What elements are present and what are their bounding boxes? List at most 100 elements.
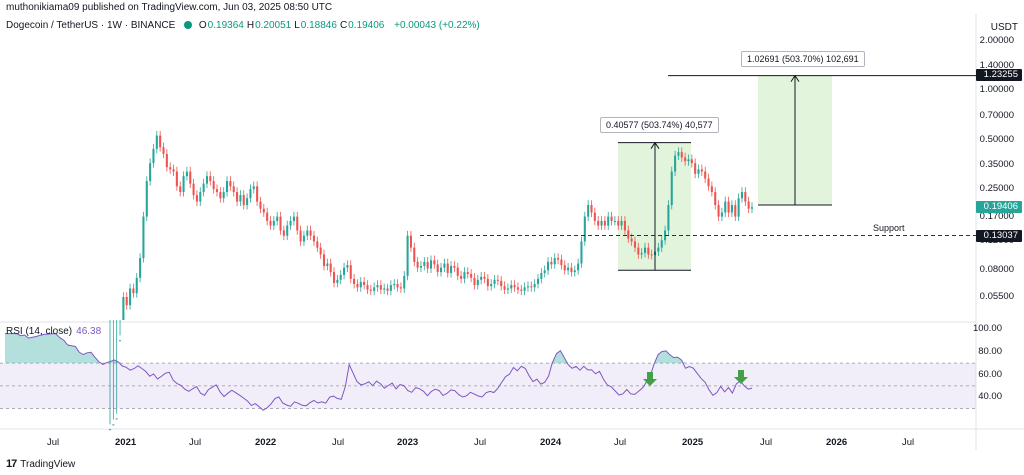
- candle-body: [560, 259, 563, 266]
- candle-body: [536, 278, 540, 285]
- candle-body: [219, 192, 222, 199]
- down-arrow-icon: [734, 370, 748, 384]
- candle-body: [597, 220, 600, 226]
- time-tick: Jul: [474, 437, 487, 448]
- symbol-legend[interactable]: Dogecoin / TetherUS · 1W · BINANCE O0.19…: [6, 20, 484, 31]
- candle-body: [155, 135, 158, 149]
- ohlc-value: 0.18846: [300, 20, 337, 31]
- symbol-title[interactable]: Dogecoin / TetherUS · 1W · BINANCE: [6, 20, 176, 31]
- candle-body: [363, 281, 366, 286]
- candle-body: [149, 163, 152, 182]
- candle-body: [697, 169, 700, 174]
- candle-body: [286, 225, 289, 236]
- measure-label-2[interactable]: 1.02691 (503.70%) 102,691: [741, 51, 865, 67]
- candle-body: [443, 263, 446, 268]
- candle-body: [416, 261, 419, 268]
- candle-body: [516, 287, 519, 290]
- time-tick: Jul: [332, 437, 345, 448]
- candle-body: [409, 235, 412, 248]
- candle-body: [540, 273, 543, 279]
- candle-body: [389, 285, 392, 291]
- candle-body: [463, 272, 466, 279]
- time-tick: Jul: [47, 437, 60, 448]
- candle-body: [439, 267, 443, 273]
- candle-body: [373, 287, 376, 291]
- candle-body: [727, 201, 730, 213]
- candle-body: [426, 261, 429, 269]
- candle-body: [747, 201, 750, 209]
- candle-body: [513, 285, 516, 288]
- price-label: 0.19406: [976, 201, 1022, 214]
- candle-body: [353, 278, 356, 285]
- candle-body: [115, 418, 118, 420]
- measure-label-1[interactable]: 0.40577 (503.74%) 40,577: [600, 117, 719, 133]
- currency-label[interactable]: USDT: [990, 22, 1018, 33]
- price-tick: 1.00000: [979, 84, 1014, 96]
- candle-body: [165, 153, 168, 168]
- candle-body: [369, 289, 372, 291]
- candle-body: [396, 284, 399, 288]
- support-label[interactable]: Support: [873, 223, 905, 233]
- candle-body: [593, 212, 596, 221]
- price-tick: 1.40000: [979, 60, 1014, 72]
- measure-arrowhead-1: [650, 141, 660, 149]
- time-tick: Jul: [902, 437, 915, 448]
- candle-body: [222, 192, 225, 199]
- candle-body: [202, 183, 205, 193]
- price-tick: 0.70000: [979, 109, 1014, 121]
- rsi-legend[interactable]: RSI (14, close) 46.38: [6, 326, 101, 337]
- candle-body: [256, 186, 259, 202]
- candle-body: [546, 261, 550, 271]
- candle-body: [470, 273, 473, 278]
- candle-body: [623, 220, 626, 231]
- candle-body: [152, 148, 155, 164]
- candle-body: [118, 340, 122, 342]
- time-tick: 2021: [115, 437, 137, 448]
- candle-body: [423, 261, 426, 266]
- candle-body: [627, 230, 630, 239]
- candle-body: [720, 212, 723, 217]
- candle-body: [640, 253, 643, 255]
- candle-body: [246, 198, 249, 206]
- ohlc-key: L: [294, 20, 300, 31]
- candle-body: [730, 205, 733, 213]
- candle-body: [249, 189, 252, 199]
- candle-body: [185, 171, 188, 177]
- candle-body: [312, 235, 316, 242]
- ohlc-values: O0.19364 H0.20051 L0.18846 C0.19406: [199, 20, 387, 31]
- candle-body: [319, 247, 322, 255]
- candle-body: [496, 279, 499, 281]
- candle-body: [272, 220, 275, 226]
- candle-body: [302, 235, 305, 242]
- time-tick: 2025: [682, 437, 704, 448]
- candle-body: [262, 208, 265, 213]
- candle-body: [339, 274, 342, 280]
- candle-body: [229, 181, 232, 187]
- candle-body: [436, 264, 439, 273]
- time-tick: 2024: [540, 437, 562, 448]
- candle-body: [587, 205, 590, 217]
- candle-body: [429, 260, 433, 269]
- candle-body: [610, 216, 613, 221]
- price-tick: 0.50000: [979, 133, 1014, 145]
- candle-body: [393, 284, 396, 286]
- candle-body: [563, 265, 566, 271]
- candle-body: [135, 277, 138, 294]
- candle-body: [129, 288, 132, 306]
- candle-body: [500, 280, 503, 287]
- tradingview-footer[interactable]: 17 TradingView: [6, 458, 75, 470]
- rsi-tick: 60.00: [978, 368, 1002, 380]
- candle-body: [236, 192, 239, 202]
- candle-body: [386, 288, 389, 291]
- candle-body: [316, 241, 319, 248]
- candle-body: [329, 263, 332, 273]
- time-tick: Jul: [614, 437, 627, 448]
- candle-body: [633, 241, 637, 248]
- candle-body: [750, 207, 754, 209]
- candle-body: [145, 181, 148, 217]
- time-tick: Jul: [189, 437, 202, 448]
- candle-body: [112, 424, 115, 426]
- ohlc-value: 0.20051: [255, 20, 292, 31]
- rsi-value: 46.38: [76, 326, 102, 337]
